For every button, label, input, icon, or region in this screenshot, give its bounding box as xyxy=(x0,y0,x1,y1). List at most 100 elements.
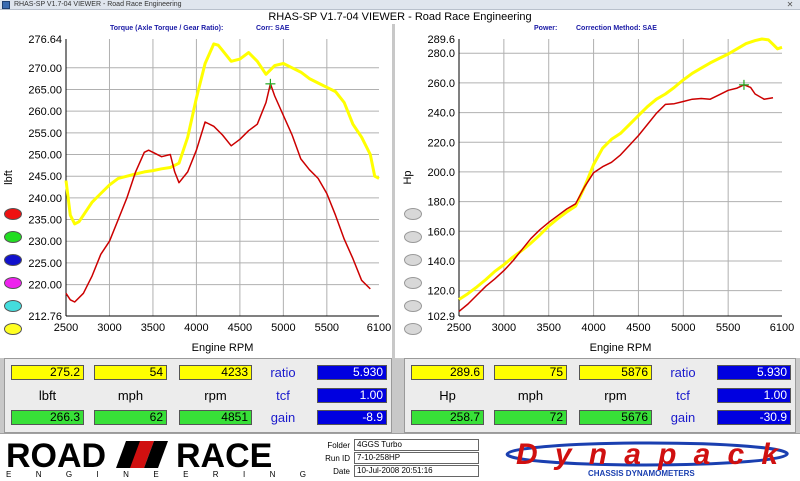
empty-series-swatch[interactable] xyxy=(404,254,422,266)
run-id-field: 7-10-258HP xyxy=(354,452,479,464)
y-tick-label: 260.0 xyxy=(427,78,455,90)
x-tick-label: 3500 xyxy=(141,322,165,334)
cursor-rpm-value: 4851 xyxy=(179,410,252,425)
dynapack-logo: Dynapack CHASSIS DYNAMOMETERS xyxy=(505,438,789,478)
cursor-power-value: 258.7 xyxy=(411,410,484,425)
readout-strip: 275.2 54 4233 ratio 5.930 lbft mph rpm t… xyxy=(0,358,800,433)
peak-rpm-value: 5876 xyxy=(579,365,652,380)
y-tick-label: 230.00 xyxy=(28,236,62,248)
y-tick-label: 250.00 xyxy=(28,150,62,162)
gain-value: -30.9 xyxy=(717,410,791,425)
y-tick-label: 289.6 xyxy=(427,34,455,46)
road-race-engineering-logo: ROAD RACE E N G I N E E R I N G xyxy=(6,438,306,478)
power-chart-panel: 102.9 120.0 140.0 160.0 180.0 200.0 220.0 240.0… xyxy=(398,24,800,358)
plot-area xyxy=(459,39,782,316)
y-tick-label: 212.76 xyxy=(28,311,62,323)
y-tick-label: 265.00 xyxy=(28,84,62,96)
y-tick-label: 220.0 xyxy=(427,137,455,149)
tcf-value: 1.00 xyxy=(317,388,387,403)
y-tick-label: 270.00 xyxy=(28,63,62,75)
series-line-yellow xyxy=(64,42,380,226)
x-tick-label: 5500 xyxy=(315,322,339,334)
empty-series-swatch[interactable] xyxy=(404,300,422,312)
unit-label-rpm: rpm xyxy=(204,388,227,403)
x-tick-label: 6100 xyxy=(367,322,391,334)
ratio-value: 5.930 xyxy=(317,365,387,380)
y-tick-label: 160.0 xyxy=(427,226,455,238)
x-axis-title: Engine RPM xyxy=(590,342,652,354)
series-color-swatch[interactable] xyxy=(4,323,22,335)
y-tick-label: 260.00 xyxy=(28,106,62,118)
ratio-label: ratio xyxy=(270,365,296,380)
window-titlebar: RHAS-SP V1.7-04 VIEWER - Road Race Engin… xyxy=(0,0,800,10)
torque-chart[interactable]: 212.76 220.00 225.00 230.00 235.00 240.00 245.… xyxy=(0,24,395,358)
torque-readout: 275.2 54 4233 ratio 5.930 lbft mph rpm t… xyxy=(4,358,392,433)
y-tick-label: 245.00 xyxy=(28,171,62,183)
logo-race-text: RACE xyxy=(176,438,272,475)
x-tick-label: 3000 xyxy=(492,322,516,334)
peak-torque-value: 275.2 xyxy=(11,365,84,380)
x-tick-label: 2500 xyxy=(447,322,471,334)
tcf-label: tcf xyxy=(276,388,290,403)
y-tick-label: 120.0 xyxy=(427,286,455,298)
power-chart-subtitle: Power: xyxy=(534,25,558,32)
x-tick-label: 3500 xyxy=(536,322,560,334)
unit-label-hp: Hp xyxy=(439,388,456,403)
empty-series-swatch[interactable] xyxy=(404,208,422,220)
folder-field: 4GGS Turbo xyxy=(354,439,479,451)
power-chart[interactable]: 102.9 120.0 140.0 160.0 180.0 200.0 220.0 240.0… xyxy=(398,24,800,358)
x-axis-title: Engine RPM xyxy=(192,342,254,354)
y-tick-label: 255.00 xyxy=(28,128,62,140)
y-tick-label: 280.0 xyxy=(427,48,455,60)
y-tick-label: 276.64 xyxy=(28,34,62,46)
cursor-mph-value: 62 xyxy=(94,410,167,425)
y-tick-label: 220.00 xyxy=(28,280,62,292)
y-tick-label: 240.0 xyxy=(427,108,455,120)
y-tick-label: 225.00 xyxy=(28,258,62,270)
empty-series-swatch[interactable] xyxy=(404,277,422,289)
series-color-swatch[interactable] xyxy=(4,208,22,220)
x-tick-label: 4500 xyxy=(626,322,650,334)
ratio-label: ratio xyxy=(670,365,696,380)
cursor-marker xyxy=(738,79,749,90)
peak-rpm-value: 4233 xyxy=(179,365,252,380)
cursor-marker xyxy=(265,78,276,89)
power-readout: 289.6 75 5876 ratio 5.930 Hp mph rpm tcf… xyxy=(404,358,796,433)
y-tick-label: 180.0 xyxy=(427,197,455,209)
y-tick-label: 200.0 xyxy=(427,167,455,179)
app-icon xyxy=(2,1,10,9)
series-line-yellow xyxy=(458,37,783,301)
x-tick-label: 5000 xyxy=(671,322,695,334)
empty-series-swatch[interactable] xyxy=(404,323,422,335)
peak-mph-value: 75 xyxy=(494,365,567,380)
y-axis-title: lbft xyxy=(3,170,15,185)
series-color-swatch[interactable] xyxy=(4,300,22,312)
torque-chart-panel: 212.76 220.00 225.00 230.00 235.00 240.00 245.… xyxy=(0,24,395,358)
series-color-swatch[interactable] xyxy=(4,231,22,243)
y-tick-label: 240.00 xyxy=(28,193,62,205)
gain-label: gain xyxy=(270,410,296,425)
gain-value: -8.9 xyxy=(317,410,387,425)
close-icon[interactable]: ✕ xyxy=(786,0,794,9)
peak-power-value: 289.6 xyxy=(411,365,484,380)
empty-series-swatch[interactable] xyxy=(404,231,422,243)
series-color-swatch[interactable] xyxy=(4,254,22,266)
x-tick-label: 3000 xyxy=(97,322,121,334)
x-tick-label: 4000 xyxy=(184,322,208,334)
unit-label-rpm: rpm xyxy=(604,388,627,403)
unit-label-mph: mph xyxy=(117,388,144,403)
gain-label: gain xyxy=(670,410,696,425)
unit-label-mph: mph xyxy=(517,388,544,403)
dynapack-tagline: CHASSIS DYNAMOMETERS xyxy=(588,469,695,478)
ratio-value: 5.930 xyxy=(717,365,791,380)
x-tick-label: 4000 xyxy=(581,322,605,334)
series-line-red xyxy=(65,83,371,303)
series-line-red xyxy=(458,84,774,312)
y-tick-label: 102.9 xyxy=(427,311,455,323)
x-tick-label: 6100 xyxy=(770,322,794,334)
series-color-swatch[interactable] xyxy=(4,277,22,289)
tcf-label: tcf xyxy=(676,388,690,403)
logo-engineering-text: E N G I N E E R I N G xyxy=(6,470,306,478)
cursor-torque-value: 266.3 xyxy=(11,410,84,425)
torque-chart-subtitle: Torque (Axle Torque / Gear Ratio): xyxy=(110,25,224,32)
